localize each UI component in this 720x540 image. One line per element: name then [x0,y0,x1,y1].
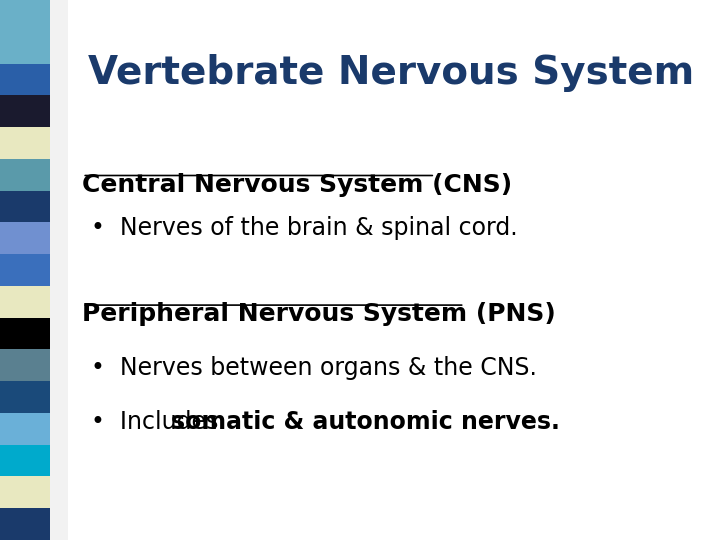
FancyBboxPatch shape [0,286,50,318]
FancyBboxPatch shape [0,32,50,64]
FancyBboxPatch shape [0,381,50,413]
Text: •  Nerves of the brain & spinal cord.: • Nerves of the brain & spinal cord. [91,216,518,240]
FancyBboxPatch shape [0,191,50,222]
Text: Vertebrate Nervous System: Vertebrate Nervous System [89,54,695,92]
FancyBboxPatch shape [0,413,50,445]
FancyBboxPatch shape [0,95,50,127]
FancyBboxPatch shape [0,318,50,349]
FancyBboxPatch shape [0,476,50,508]
Text: somatic & autonomic nerves.: somatic & autonomic nerves. [171,410,559,434]
Text: •  Nerves between organs & the CNS.: • Nerves between organs & the CNS. [91,356,537,380]
FancyBboxPatch shape [0,254,50,286]
FancyBboxPatch shape [0,64,50,95]
FancyBboxPatch shape [0,508,50,540]
FancyBboxPatch shape [0,0,50,32]
FancyBboxPatch shape [0,159,50,191]
FancyBboxPatch shape [0,349,50,381]
Text: Central Nervous System (CNS): Central Nervous System (CNS) [82,173,513,197]
Text: •  Includes: • Includes [91,410,226,434]
FancyBboxPatch shape [0,445,50,476]
FancyBboxPatch shape [0,127,50,159]
FancyBboxPatch shape [50,0,68,540]
Text: Peripheral Nervous System (PNS): Peripheral Nervous System (PNS) [82,302,556,326]
FancyBboxPatch shape [0,222,50,254]
